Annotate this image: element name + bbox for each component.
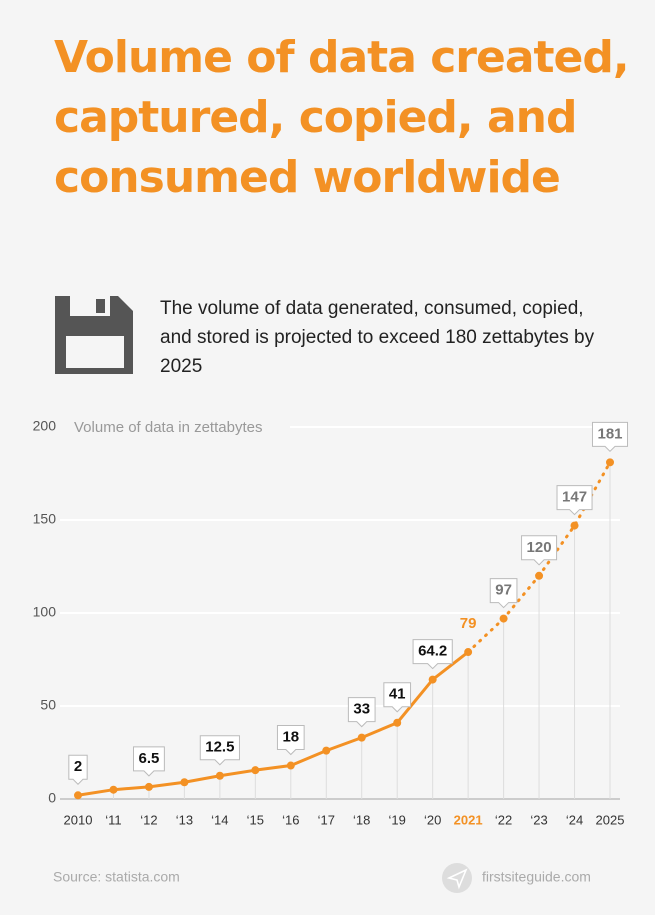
- value-label-box: 18: [276, 725, 305, 756]
- x-tick-label: ‘22: [495, 812, 512, 827]
- value-label-box: 147: [556, 485, 593, 516]
- value-label-box: 41: [383, 682, 412, 713]
- value-label: 97: [495, 582, 512, 599]
- value-label-box: 120: [521, 535, 558, 566]
- x-tick-label: ‘17: [318, 812, 335, 827]
- point: [606, 458, 614, 467]
- value-label-box: 2: [68, 754, 88, 785]
- point: [393, 718, 402, 727]
- value-label: 2: [74, 758, 82, 775]
- value-label-box: 97: [489, 578, 518, 609]
- x-tick-label: 2010: [64, 812, 93, 827]
- x-tick-label: ‘13: [176, 812, 193, 827]
- value-label: 6.5: [139, 750, 160, 767]
- label-box: [412, 639, 453, 670]
- brand-icon: [442, 863, 472, 893]
- x-tick-label: ‘11: [105, 812, 121, 827]
- y-tick-label: 200: [33, 418, 57, 434]
- source: Source: statista.com: [53, 869, 180, 885]
- line: [76, 650, 470, 797]
- y-tick-label: 50: [40, 697, 56, 713]
- point: [109, 785, 118, 794]
- point: [357, 733, 366, 742]
- x-tick-label: ‘15: [247, 812, 264, 827]
- label-box: [383, 682, 412, 713]
- label-box: [489, 578, 518, 609]
- x-tick-label: ‘18: [353, 812, 370, 827]
- x-tick-label: ‘16: [282, 812, 299, 827]
- point: [251, 766, 260, 775]
- x-tick-label: 2021: [454, 812, 483, 827]
- point: [535, 571, 544, 580]
- label-box: [68, 754, 88, 785]
- floppy-icon: [55, 296, 133, 374]
- brand-arrow: [446, 868, 468, 890]
- point: [215, 771, 224, 780]
- label-box: [199, 735, 240, 766]
- value-label: 41: [389, 686, 406, 703]
- point: [499, 614, 508, 623]
- value-label: 181: [597, 425, 622, 442]
- point: [570, 521, 579, 530]
- y-tick-label: 0: [48, 790, 56, 806]
- x-tick-label: ‘12: [140, 812, 157, 827]
- y-tick-label: 100: [33, 604, 57, 620]
- label-box: [347, 697, 376, 728]
- x-tick-label: ‘19: [389, 812, 406, 827]
- point: [464, 648, 473, 657]
- point: [180, 778, 189, 787]
- point: [74, 791, 82, 800]
- value-label-box: 79: [460, 615, 477, 632]
- value-label: 64.2: [418, 643, 447, 660]
- label-box: [133, 746, 165, 777]
- point: [322, 746, 331, 755]
- value-label: 79: [460, 615, 477, 632]
- point: [144, 782, 153, 791]
- value-label-box: 64.2: [412, 639, 453, 670]
- x-tick-label: 2025: [596, 812, 625, 827]
- y-tick-label: 150: [33, 511, 57, 527]
- value-label-box: 12.5: [199, 735, 240, 766]
- point: [428, 675, 437, 684]
- label-box: [556, 485, 593, 516]
- subtitle: The volume of data generated, consumed, …: [160, 298, 595, 377]
- label-box: [276, 725, 305, 756]
- value-label: 33: [353, 701, 370, 718]
- title: Volume of data created, captured, copied…: [54, 32, 630, 203]
- x-tick-label: ‘24: [566, 812, 583, 827]
- value-label: 147: [562, 489, 587, 506]
- x-tick-label: ‘23: [530, 812, 547, 827]
- value-label: 120: [527, 539, 552, 556]
- label-box: [521, 535, 558, 566]
- brand: firstsiteguide.com: [482, 869, 591, 885]
- value-label-box: 33: [347, 697, 376, 728]
- value-label-box: 181: [591, 421, 629, 453]
- y-axis-label: Volume of data in zettabytes: [74, 419, 262, 436]
- point: [286, 761, 295, 770]
- x-tick-label: ‘14: [211, 812, 228, 827]
- value-label: 18: [282, 728, 299, 745]
- x-tick-label: ‘20: [424, 812, 441, 827]
- value-label-box: 6.5: [133, 746, 165, 777]
- label-box: [591, 421, 629, 453]
- value-label: 12.5: [205, 739, 234, 756]
